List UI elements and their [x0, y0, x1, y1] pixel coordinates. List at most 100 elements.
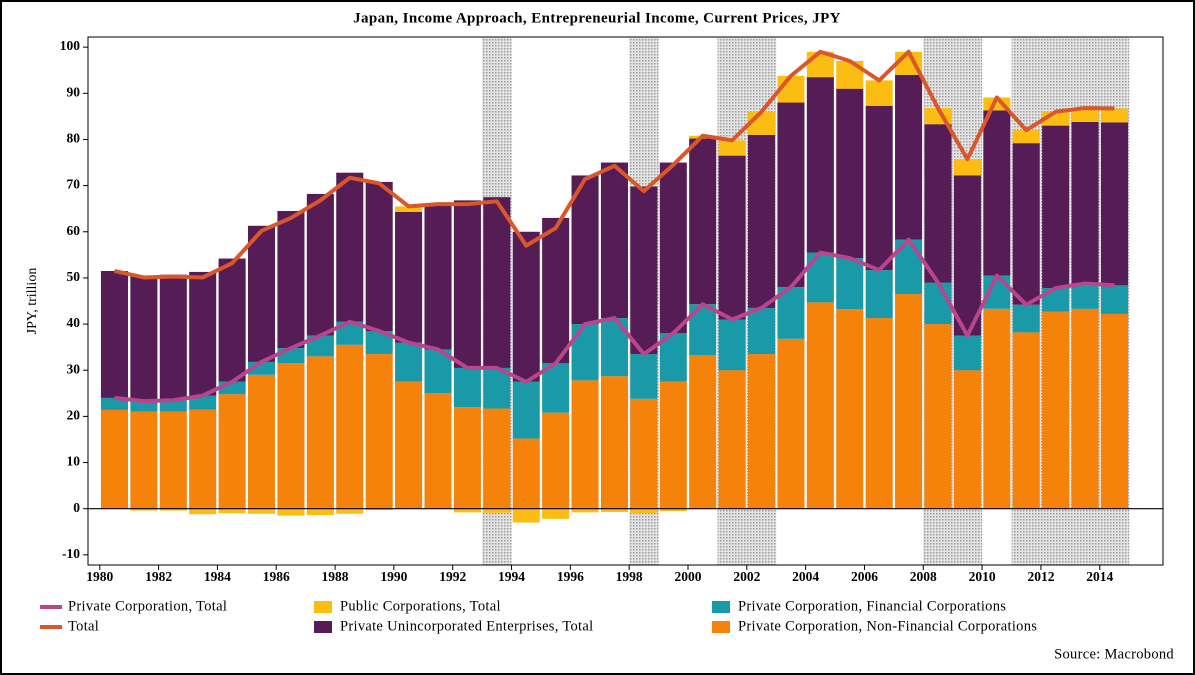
legend-label: Total [68, 618, 99, 634]
bar-segment [189, 409, 217, 509]
bar-segment [512, 381, 540, 439]
legend-swatch [314, 621, 332, 633]
bar-segment [395, 211, 423, 343]
x-tick-label: 1998 [616, 569, 643, 584]
x-tick-label: 1990 [380, 569, 407, 584]
bar-segment [542, 412, 570, 509]
bar-segment [159, 274, 187, 401]
bar-segment [836, 258, 864, 310]
bar-segment [1012, 332, 1040, 509]
bar-segment [865, 270, 893, 319]
bar-segment [630, 398, 658, 509]
bar-segment [306, 508, 334, 516]
bar-segment [895, 294, 923, 509]
bar-segment [365, 508, 393, 511]
bar-segment [600, 508, 628, 512]
x-tick-label: 1980 [86, 569, 113, 584]
bar-segment [365, 181, 393, 331]
bar-segment [542, 363, 570, 413]
bar-segment [248, 225, 276, 362]
bar-segment [512, 231, 540, 382]
x-tick-label: 2008 [910, 569, 937, 584]
bar-segment [483, 197, 511, 368]
bar-segment [248, 374, 276, 509]
bar-segment [100, 397, 128, 410]
bar-segment [571, 175, 599, 325]
bar-segment [924, 124, 952, 283]
bar-segment [953, 335, 981, 371]
plot-border [87, 36, 1164, 566]
bar-segment [806, 77, 834, 253]
bar-segment [365, 331, 393, 355]
line [114, 237, 1115, 404]
legend-swatch [314, 601, 332, 613]
bar-segment [1042, 125, 1070, 289]
bar-segment [1100, 122, 1128, 286]
bar-segment [336, 508, 364, 514]
bar-segment [453, 200, 481, 368]
y-tick-label: 90 [67, 84, 81, 99]
bar-segment [365, 354, 393, 509]
bar-segment [395, 381, 423, 509]
legend-swatch [712, 601, 730, 613]
y-tick-label: 0 [73, 500, 80, 515]
y-tick-label: 60 [67, 223, 81, 238]
bar-segment [806, 252, 834, 303]
bar-segment [983, 110, 1011, 276]
bar-segment [218, 394, 246, 509]
bar-segment [953, 370, 981, 509]
bar-segment [248, 508, 276, 514]
bar-segment [748, 134, 776, 308]
bar-segment [953, 159, 981, 176]
y-tick-label: -10 [62, 546, 80, 561]
bar-segment [453, 367, 481, 408]
bar-segment [336, 321, 364, 345]
bar-segment [777, 338, 805, 509]
bar-segment [483, 508, 511, 513]
y-tick-label: 50 [67, 269, 81, 284]
bar-segment [924, 282, 952, 325]
x-tick-label: 1996 [557, 569, 584, 584]
bar-segment [1100, 108, 1128, 123]
bar-segment [218, 508, 246, 514]
legend-label: Private Corporation, Financial Corporati… [738, 598, 1006, 614]
bar-segment [483, 367, 511, 409]
bar-segment [424, 393, 452, 509]
bar-segment [659, 381, 687, 509]
bar-segment [689, 355, 717, 509]
bar-segment [630, 186, 658, 355]
bar-segment [453, 407, 481, 509]
bar-segment [159, 508, 187, 511]
y-tick-label: 20 [67, 407, 81, 422]
bar-segment [600, 162, 628, 319]
bar-segment [1042, 311, 1070, 509]
bar-segment [277, 363, 305, 509]
bar-segment [218, 258, 246, 382]
bar-segment [130, 401, 158, 412]
bar-segment [836, 88, 864, 259]
bar-segment [630, 508, 658, 514]
x-tick-label: 2014 [1086, 569, 1113, 584]
bar-segment [1071, 108, 1099, 122]
bar-segment [718, 370, 746, 509]
bar-segment [542, 217, 570, 364]
bar-segment [806, 302, 834, 509]
bar-segment [483, 408, 511, 509]
bar-segment [748, 354, 776, 509]
source: Source: Macrobond [1054, 646, 1174, 662]
bar-segment [395, 206, 423, 212]
bar-segment [777, 102, 805, 288]
x-tick-label: 1988 [322, 569, 349, 584]
bar-segment [189, 395, 217, 410]
bar-segment [836, 309, 864, 509]
y-tick-label: 40 [67, 315, 81, 330]
legend-label: Public Corporations, Total [340, 598, 501, 614]
bar-segment [336, 344, 364, 509]
x-tick-label: 2010 [969, 569, 996, 584]
x-tick-label: 2002 [733, 569, 760, 584]
bar-segment [748, 307, 776, 355]
bar-segment [865, 318, 893, 509]
legend-label: Private Unincorporated Enterprises, Tota… [340, 618, 593, 634]
bar-segment [159, 411, 187, 509]
